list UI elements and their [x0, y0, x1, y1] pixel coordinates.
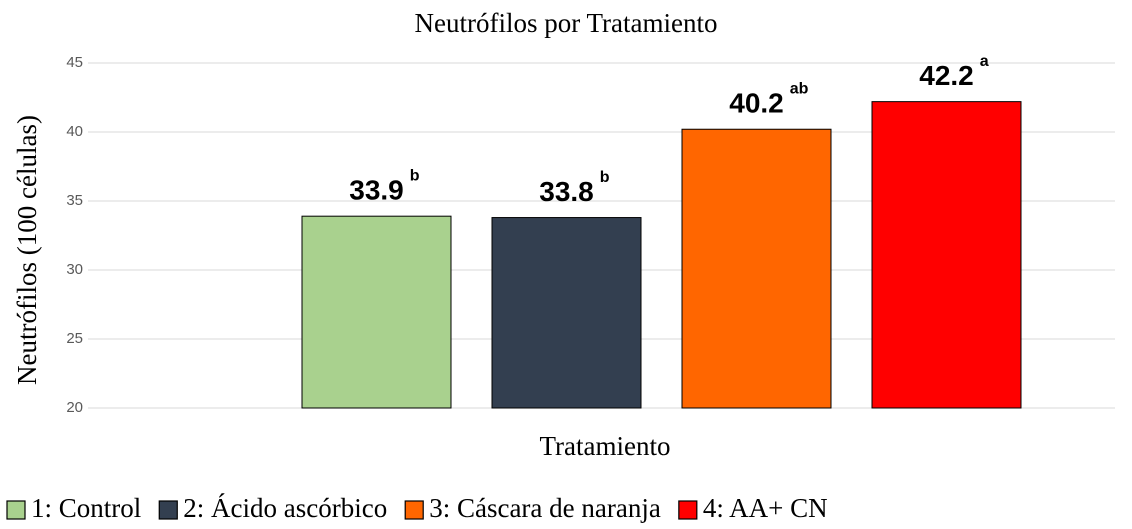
y-tick-label: 20 — [66, 399, 83, 416]
y-tick-label: 40 — [66, 123, 83, 140]
legend-label: 4: AA+ CN — [703, 493, 828, 523]
significance-label: ab — [790, 80, 809, 97]
bar — [301, 215, 452, 409]
legend-label: 1: Control — [31, 493, 141, 523]
data-label: 42.2 — [919, 60, 974, 91]
legend-label: 3: Cáscara de naranja — [429, 493, 661, 523]
significance-label: b — [600, 169, 610, 186]
legend-swatch — [678, 500, 698, 520]
bar — [491, 217, 642, 409]
legend-swatch — [404, 500, 424, 520]
legend-swatch — [158, 500, 178, 520]
legend-swatch — [6, 500, 26, 520]
chart-title: Neutrófilos por Tratamiento — [415, 8, 718, 38]
y-axis-label: Neutrófilos (100 células) — [12, 115, 42, 385]
significance-label: a — [980, 53, 989, 70]
legend-label: 2: Ácido ascórbico — [183, 493, 387, 523]
x-axis-label: Tratamiento — [540, 431, 671, 461]
data-label: 33.8 — [539, 176, 594, 207]
data-label: 40.2 — [729, 88, 784, 119]
bar — [681, 128, 832, 409]
y-tick-label: 35 — [66, 192, 83, 209]
bar — [871, 101, 1022, 409]
y-tick-label: 25 — [66, 330, 83, 347]
y-tick-label: 30 — [66, 261, 83, 278]
y-tick-label: 45 — [66, 54, 83, 71]
data-label: 33.9 — [349, 175, 404, 206]
significance-label: b — [410, 167, 420, 184]
